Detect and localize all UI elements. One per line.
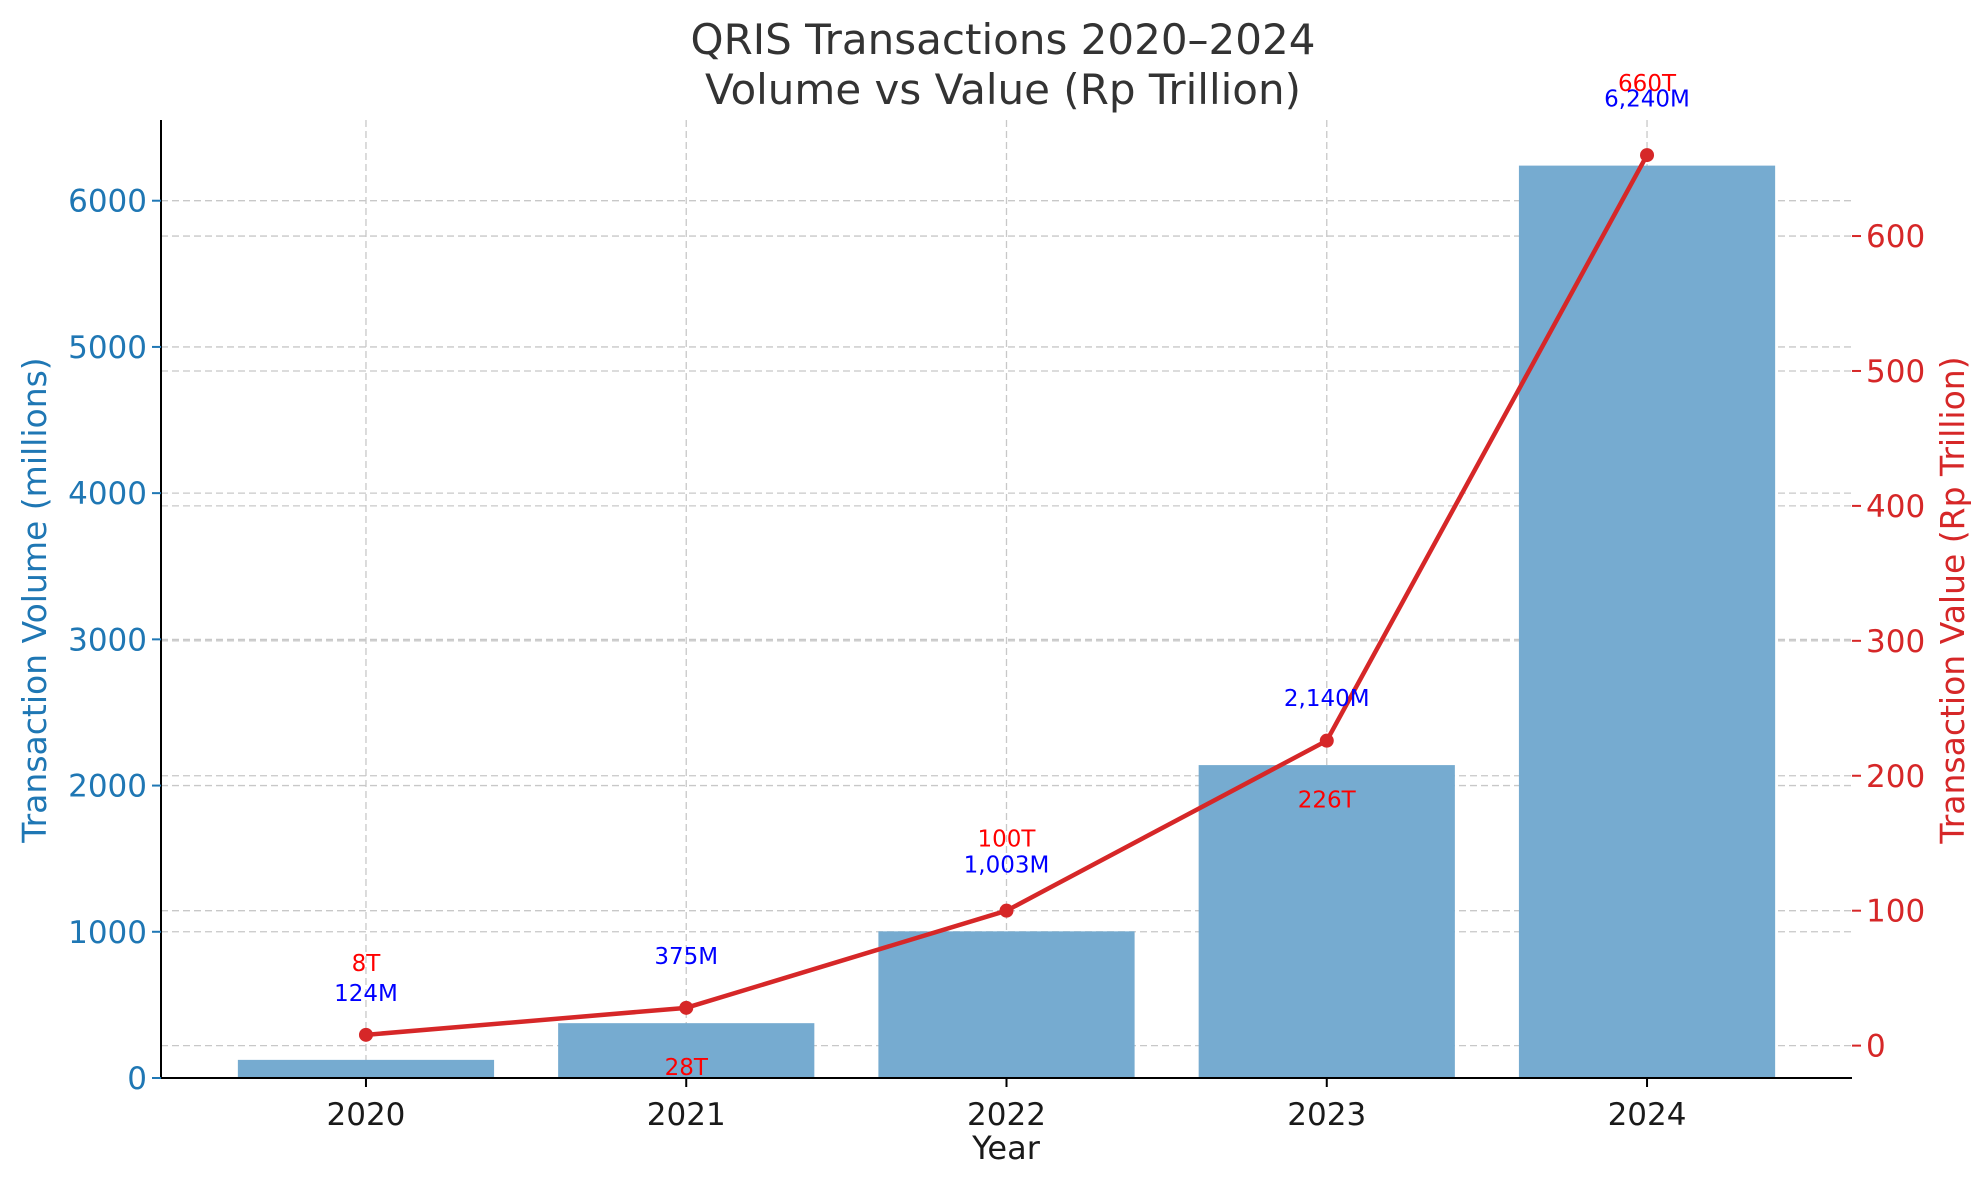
value-data-label: 100T — [978, 827, 1037, 853]
volume-data-label: 375M — [654, 944, 718, 970]
volume-bar — [1518, 165, 1776, 1079]
right-tick-label: 200 — [1866, 759, 1925, 795]
left-tick-label: 4000 — [68, 476, 147, 512]
volume-data-label: 2,140M — [1284, 686, 1370, 712]
right-axis-label: Transaction Value (Rp Trillion) — [1933, 356, 1972, 844]
value-point — [1319, 733, 1334, 748]
chart-title-line-1: QRIS Transactions 2020–2024 — [691, 15, 1316, 64]
left-tick-label: 1000 — [68, 915, 147, 951]
value-line — [358, 148, 1655, 1042]
x-tick-label: 2020 — [327, 1097, 406, 1133]
left-tick-label: 5000 — [68, 330, 147, 366]
volume-bar — [1198, 765, 1455, 1078]
left-tick-label: 3000 — [68, 622, 147, 658]
right-tick-label: 600 — [1866, 219, 1925, 255]
value-data-label: 28T — [665, 1055, 709, 1081]
right-tick-label: 300 — [1866, 624, 1925, 660]
value-data-label: 660T — [1618, 71, 1677, 97]
volume-bars — [237, 165, 1776, 1079]
value-data-label: 8T — [352, 951, 382, 977]
left-tick-label: 2000 — [68, 769, 147, 805]
value-point — [679, 1000, 694, 1015]
x-axis-ticks: 2020 2021 2022 2023 2024 — [327, 1078, 1687, 1133]
x-axis-label: Year — [971, 1129, 1041, 1167]
volume-bar — [558, 1023, 815, 1078]
right-axis-ticks: 0 100 200 300 400 500 600 — [1852, 219, 1925, 1065]
x-tick-label: 2023 — [1287, 1097, 1366, 1133]
left-tick-label: 6000 — [68, 184, 147, 220]
value-point — [1640, 148, 1655, 163]
chart-title: QRIS Transactions 2020–2024 Volume vs Va… — [691, 15, 1316, 114]
x-tick-label: 2021 — [647, 1097, 726, 1133]
value-point — [999, 903, 1014, 918]
data-labels: 124M 375M 1,003M 2,140M 6,240M 8T 28T 100T 226T 6… — [334, 71, 1690, 1081]
volume-data-label: 6,240M — [1604, 87, 1690, 113]
x-tick-label: 2024 — [1608, 1097, 1687, 1133]
right-tick-label: 500 — [1866, 354, 1925, 390]
left-tick-label: 0 — [127, 1061, 147, 1097]
chart-title-line-2: Volume vs Value (Rp Trillion) — [705, 65, 1301, 114]
volume-bar — [237, 1059, 495, 1078]
left-axis-label: Transaction Volume (millions) — [15, 357, 54, 843]
value-point — [358, 1027, 373, 1042]
right-tick-label: 0 — [1866, 1029, 1886, 1065]
right-tick-label: 400 — [1866, 489, 1925, 525]
right-tick-label: 100 — [1866, 894, 1925, 930]
volume-data-label: 1,003M — [964, 852, 1050, 878]
left-axis-ticks: 0 1000 2000 3000 4000 5000 6000 — [68, 184, 161, 1097]
value-data-label: 226T — [1298, 788, 1357, 814]
x-tick-label: 2022 — [967, 1097, 1046, 1133]
volume-data-label: 124M — [334, 981, 398, 1007]
volume-bar — [878, 931, 1135, 1078]
